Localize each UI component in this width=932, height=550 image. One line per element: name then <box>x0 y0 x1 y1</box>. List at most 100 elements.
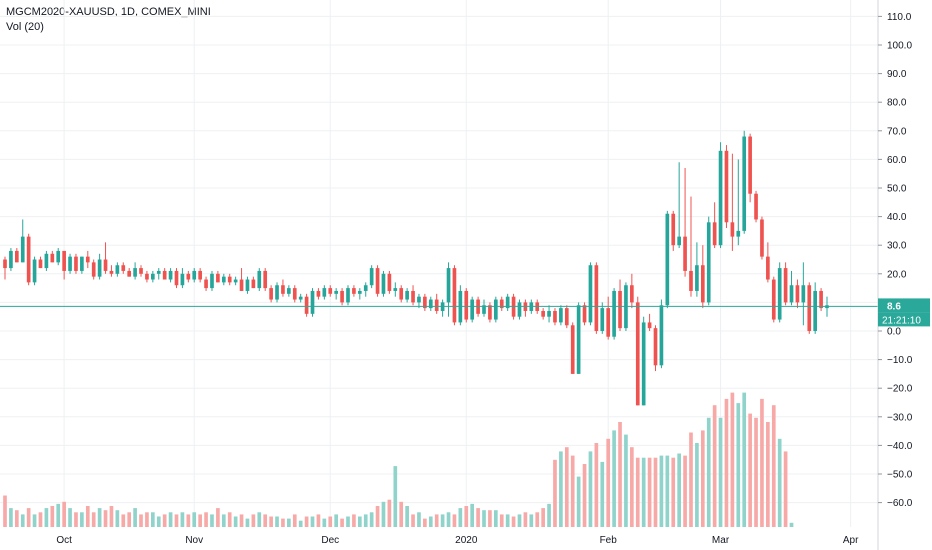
volume-bar <box>505 514 510 527</box>
volume-bar <box>647 457 652 527</box>
candle-body <box>428 299 433 309</box>
time-axis-label: Apr <box>843 535 859 546</box>
candle-body <box>683 236 687 271</box>
candle-body <box>399 288 404 300</box>
bar-countdown: 21:21:10 <box>882 315 921 326</box>
time-axis-label: Mar <box>712 535 730 546</box>
candle-body <box>369 268 374 286</box>
candle-body <box>647 322 652 329</box>
volume-bar <box>789 522 794 527</box>
candle-body <box>375 268 380 294</box>
volume-bar <box>630 447 634 527</box>
candle-body <box>180 273 185 286</box>
candle-body <box>38 259 43 269</box>
volume-bar <box>594 443 599 527</box>
volume-bar <box>423 518 427 527</box>
volume-bar <box>304 516 309 527</box>
price-axis-label: 50.0 <box>887 184 907 195</box>
candle-body <box>541 310 545 317</box>
volume-bar <box>440 514 445 527</box>
candle-body <box>50 253 55 263</box>
candle-body <box>718 150 723 246</box>
candle-body <box>292 288 297 300</box>
volume-bar <box>771 405 776 527</box>
candle-body <box>26 236 31 283</box>
volume-bar <box>26 508 31 527</box>
candle-body <box>97 259 102 277</box>
volume-bar <box>174 514 179 527</box>
time-axis[interactable]: OctNovDec2020FebMarAprMay <box>56 535 932 546</box>
volume-bar <box>535 512 540 527</box>
volume-bar <box>446 512 451 527</box>
candle-body <box>357 290 362 294</box>
price-axis-label: 60.0 <box>887 155 907 166</box>
volume-bar <box>145 512 149 527</box>
candle-body <box>594 265 599 331</box>
candle-body <box>742 136 747 231</box>
candle-body <box>766 256 770 280</box>
volume-bar <box>127 512 132 527</box>
candle-body <box>612 290 616 337</box>
symbol-legend-title[interactable]: MGCM2020-XAUUSD, 1D, COMEX_MINI <box>6 6 211 18</box>
volume-bar <box>559 451 563 527</box>
candle-body <box>133 268 137 277</box>
last-price-value: 8.6 <box>887 301 901 312</box>
volume-bar <box>576 476 581 527</box>
candle-body <box>74 256 78 271</box>
candle-body <box>186 273 191 280</box>
time-axis-label: Nov <box>185 535 203 546</box>
candle-body <box>677 236 681 246</box>
volume-bar <box>517 514 522 527</box>
candle-body <box>109 270 114 274</box>
candle-body <box>417 296 421 303</box>
volume-bar <box>292 514 297 527</box>
candle-body <box>423 296 427 309</box>
candle-body <box>411 290 415 303</box>
volume-bar <box>411 514 415 527</box>
volume-bar <box>346 516 350 527</box>
candle-body <box>44 253 49 269</box>
volume-bar <box>564 447 569 527</box>
volume-bar <box>777 438 782 527</box>
candle-body <box>192 270 197 280</box>
volume-bar <box>612 430 616 527</box>
volume-bar <box>97 508 102 527</box>
candle-body <box>227 276 232 283</box>
candle-body <box>221 276 226 283</box>
price-axis-label: 40.0 <box>887 212 907 223</box>
volume-bar <box>659 455 664 527</box>
volume-bar <box>281 518 285 527</box>
volume-legend-label[interactable]: Vol (20) <box>6 21 44 33</box>
price-axis[interactable]: 110.0 100.0 90.0 80.0 70.0 60.0 50.0 40.0 30.0 20… <box>877 0 913 550</box>
candle-body <box>505 296 510 309</box>
price-axis-label: 0.0 <box>887 327 901 338</box>
volume-bar <box>529 514 534 527</box>
volume-bar <box>186 514 191 527</box>
candle-body <box>517 302 522 317</box>
candle-body <box>671 213 676 246</box>
candle-body <box>559 308 563 323</box>
volume-bar <box>14 510 19 527</box>
candle-body <box>20 236 25 263</box>
candle-body <box>251 279 256 289</box>
volume-bar <box>541 508 545 527</box>
price-axis-label: −10.0 <box>887 355 913 366</box>
volume-bar <box>68 508 72 527</box>
candle-body <box>145 273 149 280</box>
volume-bar <box>570 455 575 527</box>
candle-body <box>245 279 250 291</box>
price-axis-label: −40.0 <box>887 441 913 452</box>
volume-bar <box>50 506 55 527</box>
volume-bar <box>328 516 333 527</box>
candle-body <box>494 299 498 320</box>
volume-bar <box>3 495 7 527</box>
price-axis-label: −30.0 <box>887 412 913 423</box>
volume-bar <box>683 455 687 527</box>
candle-body <box>328 288 333 294</box>
volume-bar <box>523 512 528 527</box>
volume-bar <box>352 514 356 527</box>
volume-bar <box>20 514 25 527</box>
candle-body <box>9 250 13 269</box>
candle-body <box>488 305 492 320</box>
